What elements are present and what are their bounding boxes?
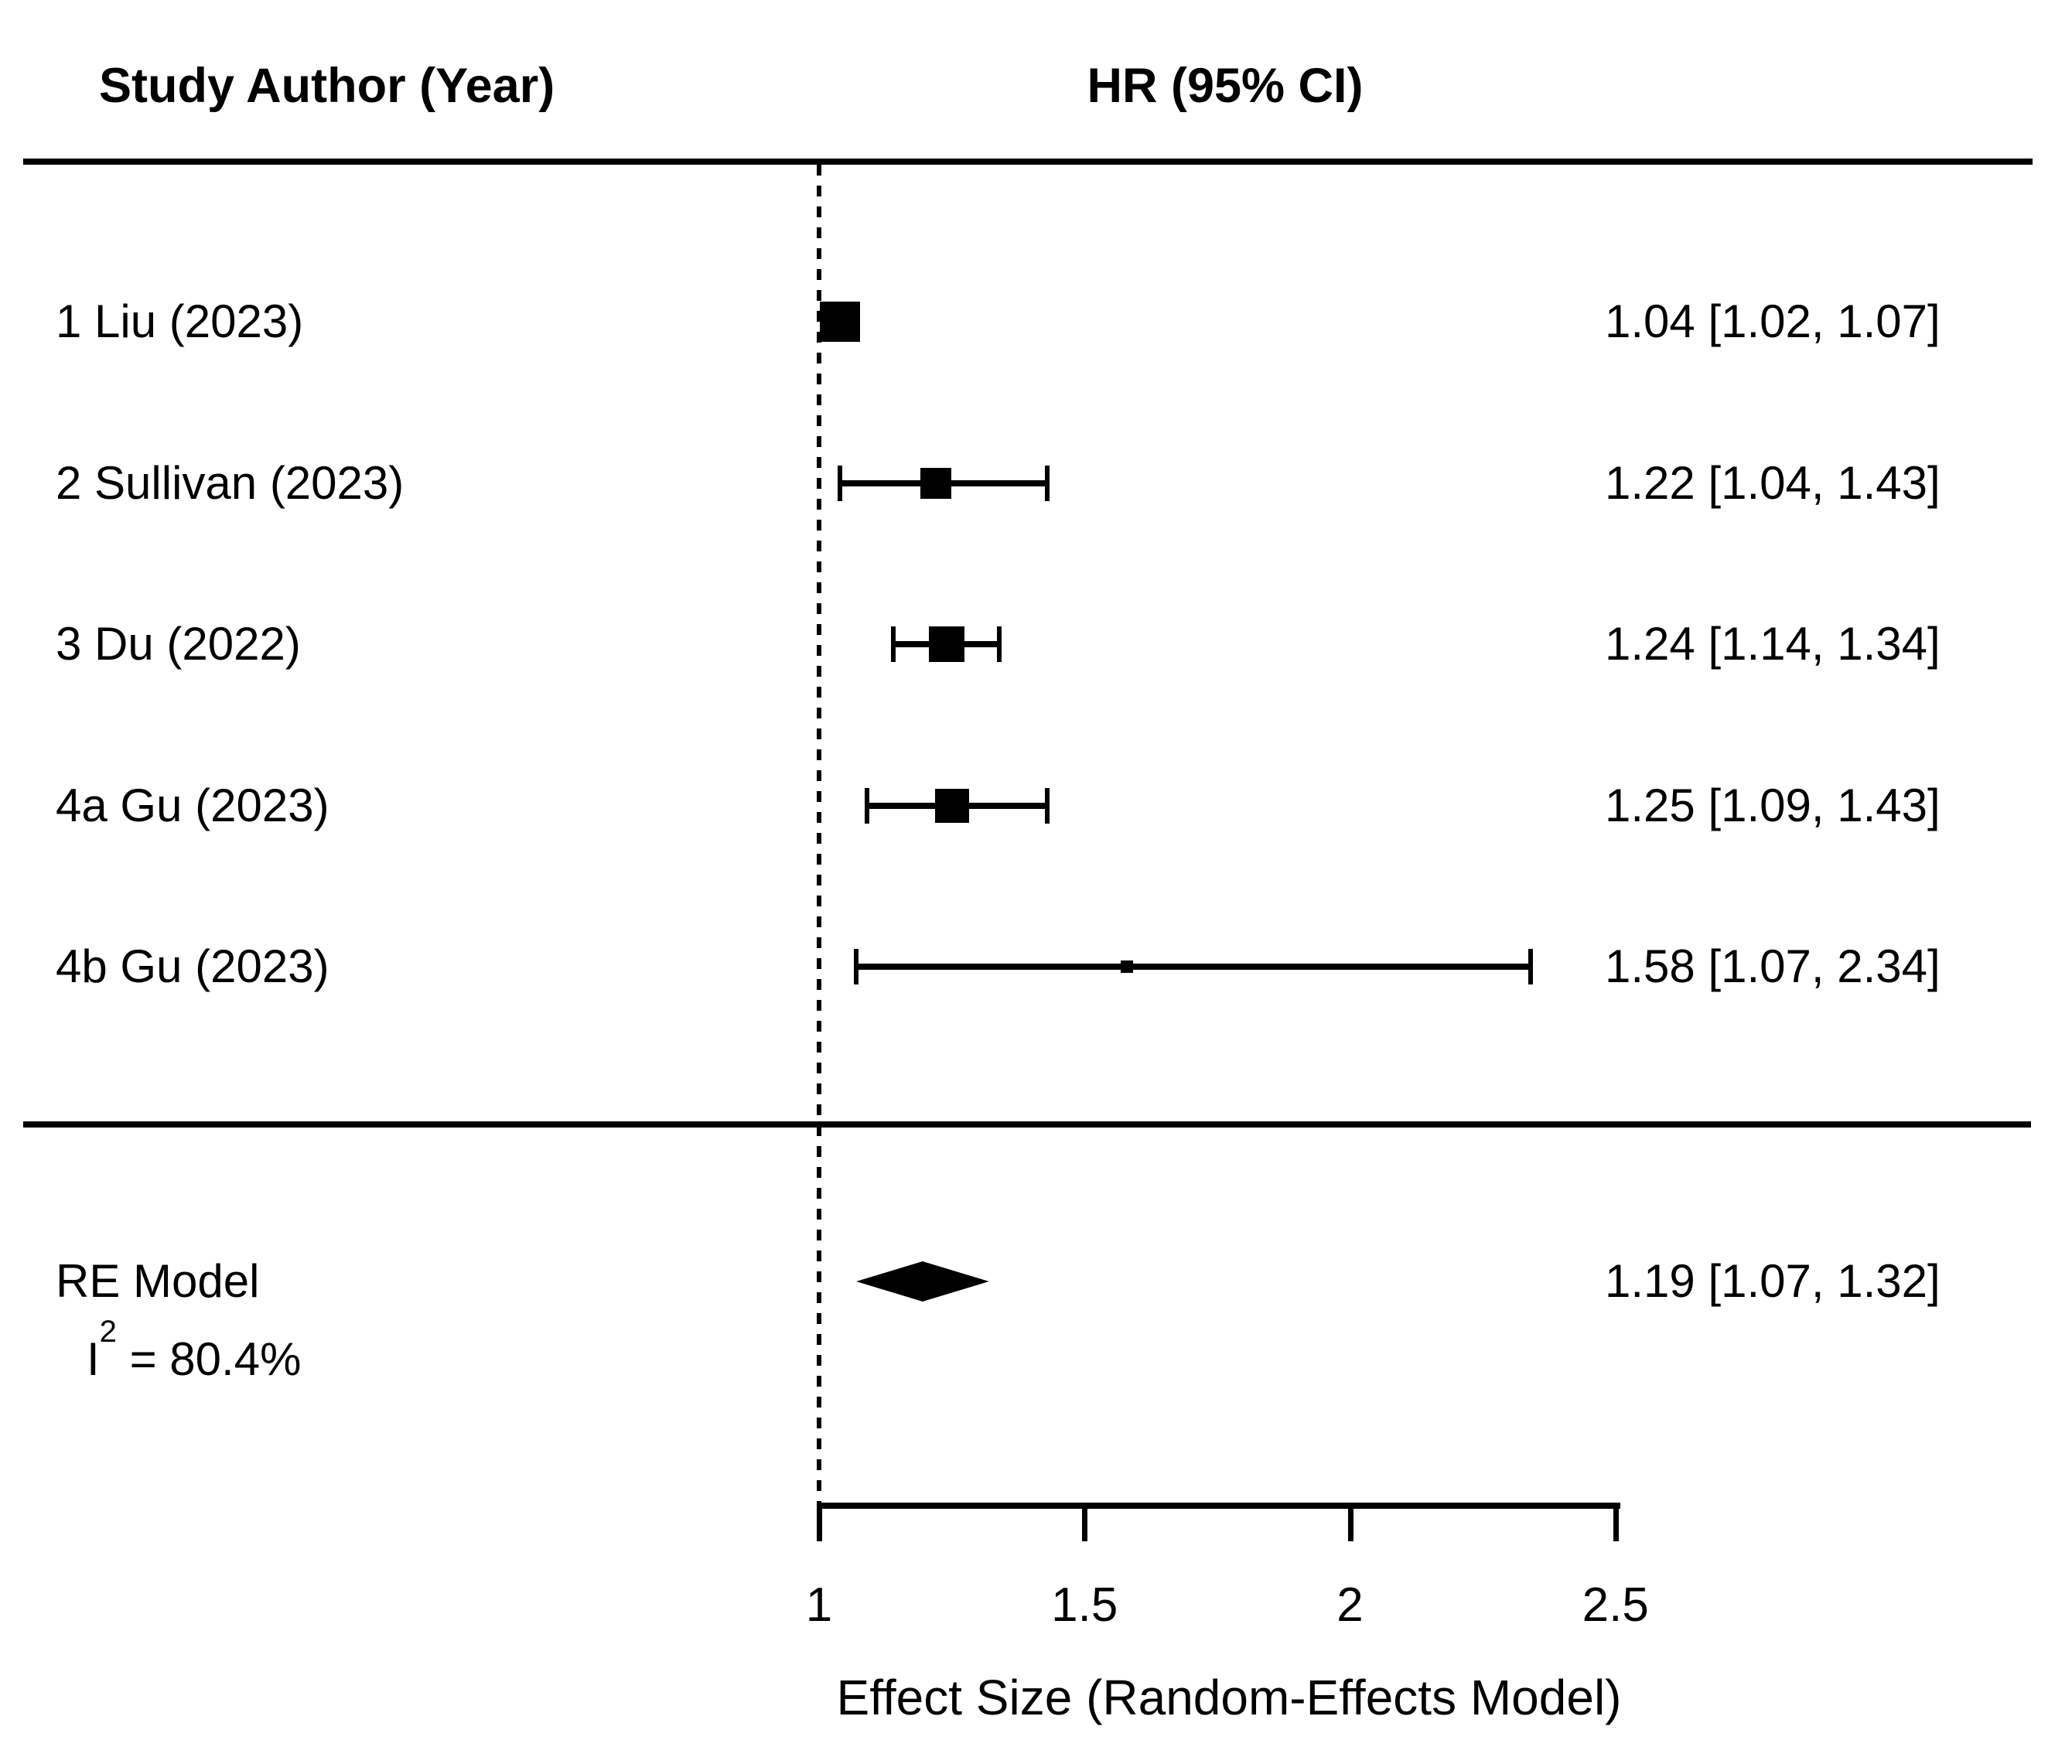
study-hr-text: 1.58 [1.07, 2.34] [1605, 940, 1941, 992]
axis-tick-label: 1 [805, 1578, 833, 1632]
summary-diamond [856, 1261, 989, 1302]
effect-square [820, 302, 861, 342]
axis-tick-mark [817, 1503, 822, 1541]
axis-tick-mark [1082, 1503, 1088, 1541]
effect-square [928, 626, 964, 662]
study-column-header: Study Author (Year) [99, 59, 555, 113]
study-label: 2 Sullivan (2023) [56, 456, 405, 509]
axis-tick-label: 1.5 [1051, 1578, 1118, 1632]
ci-line [856, 964, 1531, 970]
axis-tick-mark [1613, 1503, 1619, 1541]
effect-square [1121, 960, 1134, 973]
ci-cap-left [864, 787, 869, 824]
summary-separator-rule [23, 1121, 2031, 1128]
ci-cap-left [891, 626, 896, 662]
ci-cap-left [854, 949, 859, 984]
axis-tick-label: 2 [1336, 1578, 1364, 1632]
summary-label: RE Model [56, 1255, 260, 1307]
hr-column-header: HR (95% CI) [1087, 59, 1364, 113]
effect-square [934, 788, 969, 823]
study-label: 4b Gu (2023) [56, 940, 329, 992]
reference-line [817, 165, 821, 1503]
study-hr-text: 1.25 [1.09, 1.43] [1605, 779, 1941, 831]
header-rule [23, 159, 2033, 165]
ci-cap-left [838, 465, 843, 501]
study-label: 4a Gu (2023) [56, 779, 329, 831]
ci-cap-right [1045, 465, 1050, 501]
ci-cap-right [997, 626, 1002, 662]
study-label: 1 Liu (2023) [56, 295, 304, 347]
ci-cap-right [1528, 949, 1533, 984]
ci-cap-right [1045, 787, 1050, 824]
axis-line [817, 1503, 1620, 1509]
axis-title: Effect Size (Random-Effects Model) [836, 1670, 1622, 1725]
study-hr-text: 1.22 [1.04, 1.43] [1605, 456, 1941, 509]
study-label: 3 Du (2022) [56, 618, 301, 670]
summary-hr-text: 1.19 [1.07, 1.32] [1605, 1255, 1941, 1307]
axis-tick-mark [1347, 1503, 1353, 1541]
axis-tick-label: 2.5 [1582, 1578, 1649, 1632]
heterogeneity-label: I2 = 80.4% [87, 1315, 302, 1385]
study-hr-text: 1.24 [1.14, 1.34] [1605, 618, 1941, 670]
effect-square [920, 467, 952, 499]
study-hr-text: 1.04 [1.02, 1.07] [1605, 295, 1941, 347]
